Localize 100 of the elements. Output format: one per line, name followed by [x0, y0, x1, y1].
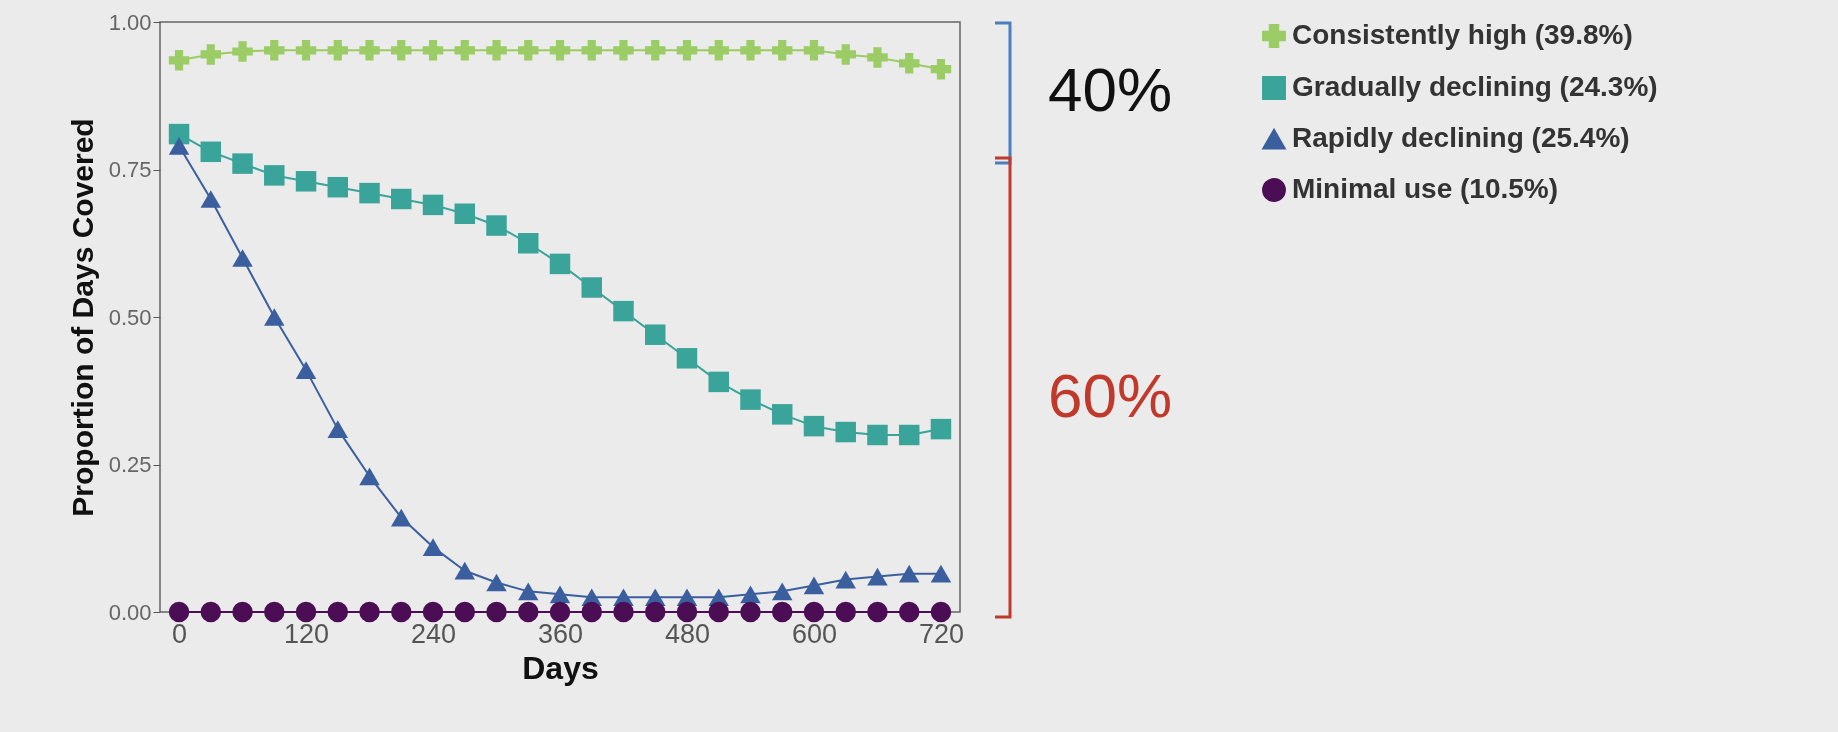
- point: [835, 601, 856, 623]
- point: [676, 348, 698, 369]
- point: [200, 44, 222, 65]
- x-axis-title: Days: [522, 649, 599, 686]
- point: [803, 415, 825, 437]
- point: [803, 576, 825, 595]
- point: [898, 564, 920, 583]
- point: [422, 40, 444, 61]
- text: 40%: [1048, 55, 1173, 124]
- point: [454, 601, 476, 623]
- point: [835, 570, 856, 589]
- point: [930, 601, 952, 623]
- point: [486, 573, 507, 592]
- point: [549, 40, 571, 61]
- point: [200, 141, 222, 163]
- point: [232, 153, 253, 174]
- point: [898, 424, 920, 446]
- point: [518, 233, 539, 254]
- point: [708, 601, 729, 623]
- point: [930, 58, 952, 80]
- point: [232, 249, 253, 267]
- x-tick-label: 240: [410, 618, 457, 649]
- point: [327, 176, 349, 198]
- point: [232, 601, 253, 623]
- point: [391, 40, 412, 61]
- legend-label: Consistently high (39.8%): [1292, 19, 1633, 50]
- x-tick-label: 720: [918, 618, 964, 649]
- point: [264, 601, 285, 623]
- point: [835, 44, 856, 65]
- point: [200, 190, 222, 208]
- point: [613, 601, 634, 623]
- point: [867, 47, 888, 68]
- point: [486, 601, 507, 623]
- point: [295, 40, 317, 61]
- point: [391, 188, 412, 210]
- legend-label: Gradually declining (24.3%): [1292, 71, 1658, 102]
- point: [295, 171, 317, 192]
- point: [898, 601, 920, 623]
- point: [676, 601, 698, 623]
- x-tick-label: 600: [791, 618, 837, 649]
- point: [168, 601, 190, 623]
- point: [740, 601, 761, 623]
- point: [359, 182, 380, 204]
- point: [359, 467, 380, 486]
- point: [422, 194, 444, 216]
- point: [295, 361, 317, 379]
- point: [327, 601, 349, 623]
- point: [771, 404, 793, 425]
- x-tick-label: 120: [284, 618, 330, 649]
- point: [454, 561, 476, 580]
- point: [327, 40, 349, 61]
- point: [168, 137, 190, 155]
- point: [264, 165, 285, 186]
- point: [422, 601, 444, 623]
- point: [644, 40, 666, 61]
- point: [740, 40, 761, 61]
- point: [867, 424, 888, 446]
- point: [613, 300, 634, 322]
- point: [930, 418, 952, 440]
- point: [898, 53, 920, 74]
- point: [549, 601, 571, 623]
- point: [613, 40, 634, 61]
- point: [391, 601, 412, 623]
- point: [295, 601, 317, 623]
- point: [581, 277, 602, 298]
- x-tick-label: 360: [537, 618, 584, 649]
- point: [486, 40, 507, 61]
- point: [930, 564, 952, 583]
- legend-label: Minimal use (10.5%): [1292, 173, 1559, 204]
- y-tick-label: 0.25: [108, 452, 152, 477]
- point: [454, 203, 476, 224]
- legend-label: Rapidly declining (25.4%): [1292, 122, 1630, 153]
- y-axis-title: Proportion of Days Covered: [65, 118, 99, 517]
- point: [232, 41, 253, 62]
- y-tick-label: 0.50: [108, 304, 152, 330]
- point: [644, 601, 666, 623]
- point: [803, 40, 825, 61]
- point: [581, 601, 602, 623]
- point: [391, 508, 412, 527]
- point: [803, 601, 825, 623]
- point: [359, 40, 380, 61]
- point: [644, 324, 666, 345]
- point: [168, 50, 190, 71]
- point: [835, 421, 856, 443]
- point: [708, 371, 729, 393]
- text: 60%: [1048, 361, 1173, 430]
- point: [867, 567, 888, 586]
- x-tick-label: 0: [172, 618, 188, 649]
- point: [740, 585, 761, 604]
- point: [549, 253, 571, 275]
- point: [867, 601, 888, 623]
- point: [518, 40, 539, 61]
- point: [708, 40, 729, 61]
- point: [771, 40, 793, 61]
- point: [771, 601, 793, 623]
- x-tick-label: 480: [664, 618, 711, 649]
- point: [740, 389, 761, 410]
- y-tick-label: 0.75: [108, 157, 152, 182]
- point: [518, 582, 539, 601]
- y-tick-label: 1.00: [108, 9, 152, 35]
